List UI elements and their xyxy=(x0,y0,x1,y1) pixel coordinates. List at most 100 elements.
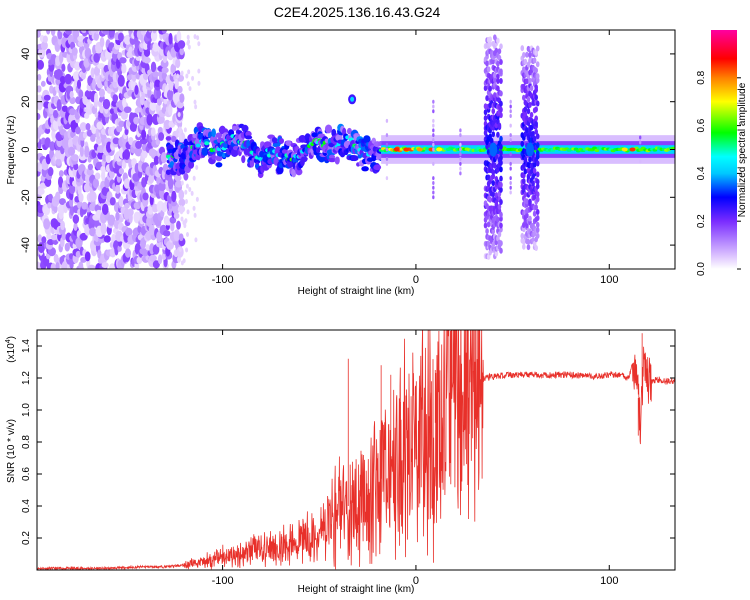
spectrogram-cell xyxy=(483,222,488,229)
spectrogram-cell xyxy=(532,167,537,174)
spectrogram-cell xyxy=(499,106,503,113)
spectrogram-cell xyxy=(176,220,181,230)
spectrogram-cell xyxy=(328,157,337,163)
spectrogram-cell xyxy=(134,85,139,96)
spectrogram-cell xyxy=(186,209,190,215)
spectrogram-cell xyxy=(499,166,503,173)
spectrogram-cell xyxy=(509,133,512,138)
spectrogram-cell xyxy=(53,204,58,214)
spectrogram-cell xyxy=(432,104,435,109)
spectrogram-cell xyxy=(499,68,503,75)
spectrogram-cell xyxy=(244,135,253,140)
spectrogram-cell xyxy=(459,147,462,152)
spectrogram-cell xyxy=(526,108,531,115)
spectrogram-cell xyxy=(75,250,81,258)
spectrogram-cell xyxy=(459,152,462,157)
spectrogram-cell xyxy=(64,242,70,252)
spectrogram-cell xyxy=(499,186,503,193)
spectrogram-cell xyxy=(98,88,106,98)
spectrogram-cell xyxy=(170,135,177,143)
spectrogram-cell xyxy=(535,142,540,149)
spectrogram-cell xyxy=(186,81,190,87)
spectrogram-cell xyxy=(112,94,119,103)
spectrogram-cell xyxy=(509,161,512,166)
chart-title: C2E4.2025.136.16.43.G24 xyxy=(274,4,441,20)
spectrogram-cell xyxy=(335,134,343,142)
spectrogram-cell xyxy=(496,37,500,44)
spectrogram-cell xyxy=(176,73,180,79)
spectrogram-cell xyxy=(107,214,116,226)
spectrogram-cell xyxy=(92,78,97,91)
spectrogram-cell xyxy=(190,190,194,196)
spectrogram-cell xyxy=(188,187,192,193)
spectrogram-cell xyxy=(499,211,503,218)
spectrogram-cell xyxy=(142,192,149,201)
spectrogram-cell xyxy=(84,145,90,158)
spectrogram-cell xyxy=(127,208,134,217)
spectrogram-cell xyxy=(485,143,489,150)
spectrogram-cell xyxy=(532,210,537,217)
spectrogram-cell xyxy=(119,57,127,64)
spectrogram-panel: -100 0 100 -40 -20 0 20 40 Height of straight … xyxy=(6,29,676,297)
spectrogram-cell xyxy=(432,180,435,185)
spectrogram-cell xyxy=(176,30,182,43)
spectrogram-x-ticks: -100 0 100 xyxy=(212,30,618,286)
spectrogram-cell xyxy=(170,221,175,232)
spectrogram-cell xyxy=(520,140,525,147)
spectrogram-cell xyxy=(122,97,127,108)
spectrogram-cell xyxy=(68,253,74,260)
spectrogram-cell xyxy=(534,67,538,74)
spectrogram-cell xyxy=(156,175,161,186)
spectrogram-cell xyxy=(639,135,642,140)
spectrogram-cell xyxy=(59,152,66,162)
spectrogram-cell xyxy=(346,127,352,135)
spectrogram-cell xyxy=(493,162,497,169)
spectrogram-cell xyxy=(68,108,76,116)
spectrogram-cell xyxy=(177,40,186,49)
y-tick-label: 0.8 xyxy=(21,435,32,449)
spectrogram-hotspot xyxy=(393,147,400,152)
spectrogram-cell xyxy=(60,220,66,231)
spectrogram-cell xyxy=(92,178,99,189)
spectrogram-cell xyxy=(432,123,435,128)
spectrogram-cell xyxy=(120,110,129,120)
spectrogram-cell xyxy=(491,180,496,187)
spectrogram-cell xyxy=(459,161,462,166)
x-tick-label: -100 xyxy=(212,274,234,286)
spectrogram-cell xyxy=(197,80,201,86)
spectrogram-cell xyxy=(179,137,183,143)
y-tick-label: 0.4 xyxy=(21,499,32,513)
spectrogram-cell xyxy=(497,231,502,238)
spectrogram-cell xyxy=(525,78,529,85)
spectrogram-cell xyxy=(149,100,157,111)
spectrogram-cell xyxy=(373,164,382,171)
spectrogram-cell xyxy=(150,127,156,137)
spectrogram-cell xyxy=(129,121,138,133)
spectrogram-cell xyxy=(166,89,174,101)
colorbar-gradient xyxy=(711,30,737,269)
spectrogram-cell xyxy=(37,59,45,70)
spectrogram-cell xyxy=(459,171,462,176)
spectrogram-cell xyxy=(432,176,435,181)
spectrogram-hotspot xyxy=(403,147,410,152)
spectrogram-cell xyxy=(187,44,191,50)
spectrogram-cell xyxy=(523,156,528,163)
spectrogram-cell xyxy=(523,191,528,198)
spectrogram-cell xyxy=(271,137,278,143)
spectrogram-cell xyxy=(169,161,175,166)
spectrogram-cell xyxy=(140,30,146,36)
x-tick-label: 100 xyxy=(600,575,618,587)
snr-series-line xyxy=(37,330,675,570)
spectrogram-cell xyxy=(520,45,525,52)
spectrogram-cell xyxy=(385,176,389,181)
spectrogram-cell xyxy=(432,118,435,123)
spectrogram-cell xyxy=(174,78,178,84)
spectrogram-cell xyxy=(178,189,185,200)
spectrogram-cell xyxy=(37,30,41,38)
spectrogram-cell xyxy=(85,122,91,131)
spectrogram-cell xyxy=(535,100,540,107)
spectrogram-cell xyxy=(459,133,462,138)
spectrogram-cell xyxy=(180,216,184,222)
spectrogram-cell xyxy=(499,240,503,247)
spectrogram-cell xyxy=(170,63,177,74)
